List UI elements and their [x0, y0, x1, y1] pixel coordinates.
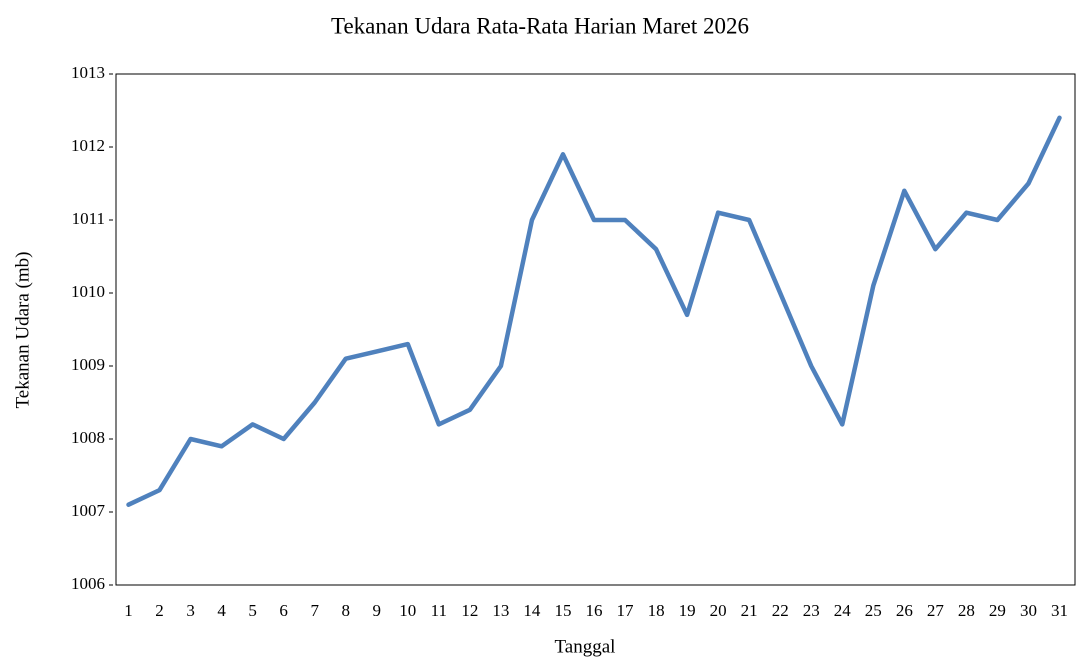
- x-tick-label: 25: [865, 601, 882, 620]
- x-axis-label: Tanggal: [555, 636, 616, 657]
- x-tick-label: 17: [617, 601, 635, 620]
- x-tick-label: 20: [710, 601, 727, 620]
- x-tick-label: 15: [554, 601, 571, 620]
- x-tick-label: 9: [373, 601, 382, 620]
- x-tick-label: 3: [186, 601, 195, 620]
- x-tick-label: 19: [679, 601, 696, 620]
- x-tick-label: 5: [248, 601, 257, 620]
- x-tick-label: 12: [461, 601, 478, 620]
- x-tick-label: 28: [958, 601, 975, 620]
- y-tick-label: 1009: [71, 355, 105, 374]
- line-series: [126, 115, 1062, 507]
- chart-title: Tekanan Udara Rata-Rata Harian Maret 202…: [331, 13, 749, 38]
- y-tick-label: 1010: [71, 282, 105, 301]
- x-tick-label: 11: [431, 601, 447, 620]
- y-tick-label: 1007: [71, 501, 106, 520]
- x-tick-label: 23: [803, 601, 820, 620]
- y-tick-label: 1008: [71, 428, 105, 447]
- y-tick-label: 1011: [72, 209, 105, 228]
- x-tick-label: 31: [1051, 601, 1068, 620]
- x-tick-label: 22: [772, 601, 789, 620]
- x-tick-label: 18: [648, 601, 665, 620]
- y-tick-label: 1006: [71, 574, 105, 593]
- plot-frame: [115, 73, 1076, 586]
- x-tick-label: 26: [896, 601, 913, 620]
- x-tick-label: 10: [399, 601, 416, 620]
- x-tick-label: 27: [927, 601, 945, 620]
- y-axis-label: Tekanan Udara (mb): [12, 252, 33, 409]
- x-tick-label: 13: [492, 601, 509, 620]
- x-tick-label: 6: [279, 601, 288, 620]
- x-tick-label: 14: [523, 601, 541, 620]
- x-tick-label: 16: [586, 601, 603, 620]
- x-tick-label: 1: [124, 601, 133, 620]
- x-tick-label: 8: [341, 601, 350, 620]
- y-tick-label: 1013: [71, 63, 105, 82]
- x-tick-label: 24: [834, 601, 852, 620]
- x-tick-label: 21: [741, 601, 758, 620]
- x-tick-label: 30: [1020, 601, 1037, 620]
- x-tick-label: 4: [217, 601, 226, 620]
- y-tick-label: 1012: [71, 136, 105, 155]
- x-tick-label: 29: [989, 601, 1006, 620]
- x-tick-label: 2: [155, 601, 164, 620]
- x-tick-label: 7: [310, 601, 319, 620]
